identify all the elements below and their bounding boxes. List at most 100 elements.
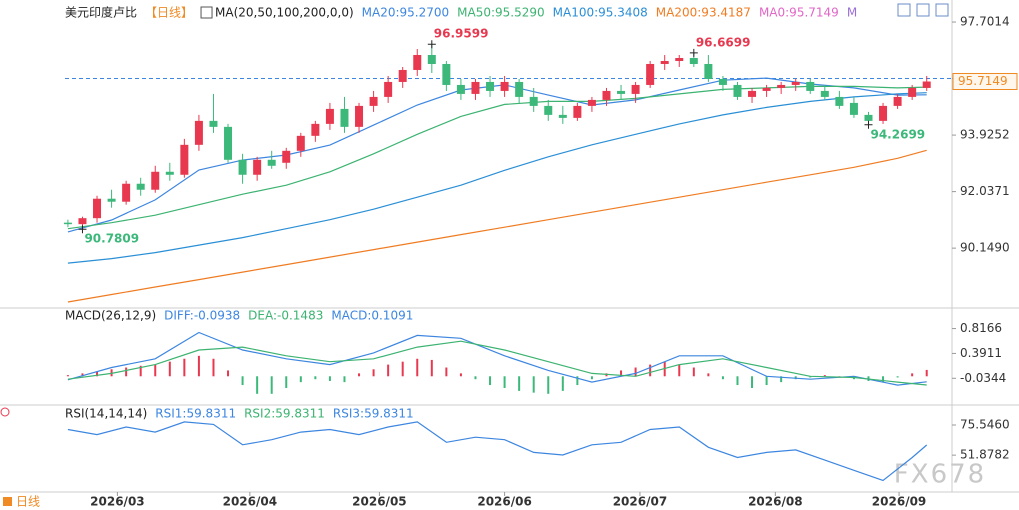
candle-body bbox=[791, 81, 800, 85]
macd-bar bbox=[882, 376, 885, 383]
macd-bar bbox=[823, 375, 826, 377]
toolbar-button[interactable] bbox=[897, 3, 911, 17]
macd-bar bbox=[678, 364, 681, 377]
candle-body bbox=[253, 159, 262, 175]
candle-body bbox=[282, 150, 291, 163]
macd-bar bbox=[721, 376, 724, 380]
macd-bar bbox=[707, 373, 710, 377]
candle-body bbox=[893, 96, 902, 106]
candle-body bbox=[864, 114, 873, 121]
macd-bar bbox=[489, 376, 492, 386]
toolbar[interactable] bbox=[897, 3, 949, 17]
candle-body bbox=[558, 114, 567, 118]
candle-body bbox=[762, 87, 771, 91]
macd-bar bbox=[430, 359, 433, 377]
legend-entry: MA0:95.7149 bbox=[759, 6, 839, 20]
toolbar-button[interactable] bbox=[916, 3, 930, 17]
candle-body bbox=[820, 90, 829, 97]
macd-bar bbox=[387, 364, 390, 377]
candle-body bbox=[777, 84, 786, 88]
candle-body bbox=[617, 90, 626, 94]
candle-body bbox=[806, 81, 815, 91]
candle-body bbox=[733, 84, 742, 97]
macd-bar bbox=[256, 376, 259, 394]
candle-body bbox=[544, 105, 553, 115]
candle-body bbox=[194, 120, 203, 145]
macd-bar bbox=[896, 376, 899, 378]
period-icon[interactable] bbox=[3, 497, 12, 506]
panel-title: MACD(26,12,9) bbox=[65, 309, 156, 323]
macd-bar bbox=[285, 376, 288, 388]
candle-body bbox=[180, 144, 189, 175]
x-tick-label: 2026/09 bbox=[872, 495, 926, 509]
macd-bar bbox=[532, 376, 535, 393]
y-tick-label: 75.5460 bbox=[960, 418, 1010, 432]
legend-entry: DEA:-0.1483 bbox=[248, 309, 323, 323]
legend-entry: MACD:0.1091 bbox=[331, 309, 413, 323]
macd-bar bbox=[66, 375, 69, 377]
extreme-label: 96.9599 bbox=[434, 27, 489, 41]
legend-entry: M bbox=[847, 6, 857, 20]
extreme-label: 90.7809 bbox=[84, 232, 139, 246]
candle-body bbox=[908, 87, 917, 97]
macd-bar bbox=[81, 373, 84, 377]
last-price-label: 95.7149 bbox=[958, 74, 1008, 88]
candle-body bbox=[529, 96, 538, 106]
y-tick-label: 93.9252 bbox=[960, 128, 1010, 142]
candle-body bbox=[718, 78, 727, 85]
legend-entry: RSI2:59.8311 bbox=[244, 407, 325, 421]
macd-bar bbox=[372, 369, 375, 377]
x-tick-label: 2026/05 bbox=[352, 495, 406, 509]
candle-body bbox=[209, 120, 218, 127]
candle-body bbox=[413, 55, 422, 70]
panel-title: 美元印度卢比 bbox=[65, 5, 137, 20]
candle-body bbox=[660, 60, 669, 64]
x-tick-label: 2026/07 bbox=[613, 495, 667, 509]
macd-bar bbox=[96, 371, 99, 377]
candle-body bbox=[631, 84, 640, 94]
macd-bar bbox=[751, 376, 754, 388]
candle-body bbox=[689, 57, 698, 64]
candle-body bbox=[296, 135, 305, 151]
extreme-label: 94.2699 bbox=[870, 127, 925, 141]
candle-body bbox=[369, 96, 378, 106]
candle-body bbox=[646, 63, 655, 85]
candle-body bbox=[486, 81, 495, 91]
macd-bar bbox=[139, 365, 142, 377]
x-tick-label: 2026/08 bbox=[748, 495, 802, 509]
period-label[interactable]: 日线 bbox=[16, 495, 40, 509]
macd-bar bbox=[212, 358, 215, 377]
legend-entry: MA20:95.2700 bbox=[362, 6, 450, 20]
y-tick-label: -0.0344 bbox=[960, 371, 1006, 385]
extreme-marker bbox=[427, 40, 436, 49]
settings-icon[interactable] bbox=[0, 407, 10, 417]
macd-bar bbox=[197, 355, 200, 377]
toolbar-button[interactable] bbox=[935, 3, 949, 17]
macd-bar bbox=[358, 373, 361, 377]
series-line bbox=[67, 331, 927, 386]
macd-bar bbox=[314, 376, 317, 380]
candle-body bbox=[427, 55, 436, 64]
macd-bar bbox=[649, 364, 652, 377]
macd-bar bbox=[125, 367, 128, 377]
y-tick-label: 0.8166 bbox=[960, 321, 1002, 335]
macd-bar bbox=[620, 370, 623, 377]
x-tick-label: 2026/04 bbox=[223, 495, 277, 509]
indicator-icon bbox=[200, 6, 213, 19]
candle-body bbox=[602, 90, 611, 100]
candle-body bbox=[93, 198, 102, 219]
y-tick-label: 97.7014 bbox=[960, 15, 1010, 29]
legend-entry: RSI3:59.8311 bbox=[333, 407, 414, 421]
candle-body bbox=[922, 81, 931, 88]
candle-body bbox=[224, 126, 233, 160]
series-line bbox=[67, 340, 927, 386]
macd-bar bbox=[911, 373, 914, 377]
candle-body bbox=[136, 183, 145, 190]
macd-bar bbox=[634, 367, 637, 377]
macd-bar bbox=[445, 367, 448, 377]
macd-bar bbox=[925, 369, 928, 377]
macd-bar bbox=[227, 370, 230, 377]
macd-bar bbox=[736, 376, 739, 386]
